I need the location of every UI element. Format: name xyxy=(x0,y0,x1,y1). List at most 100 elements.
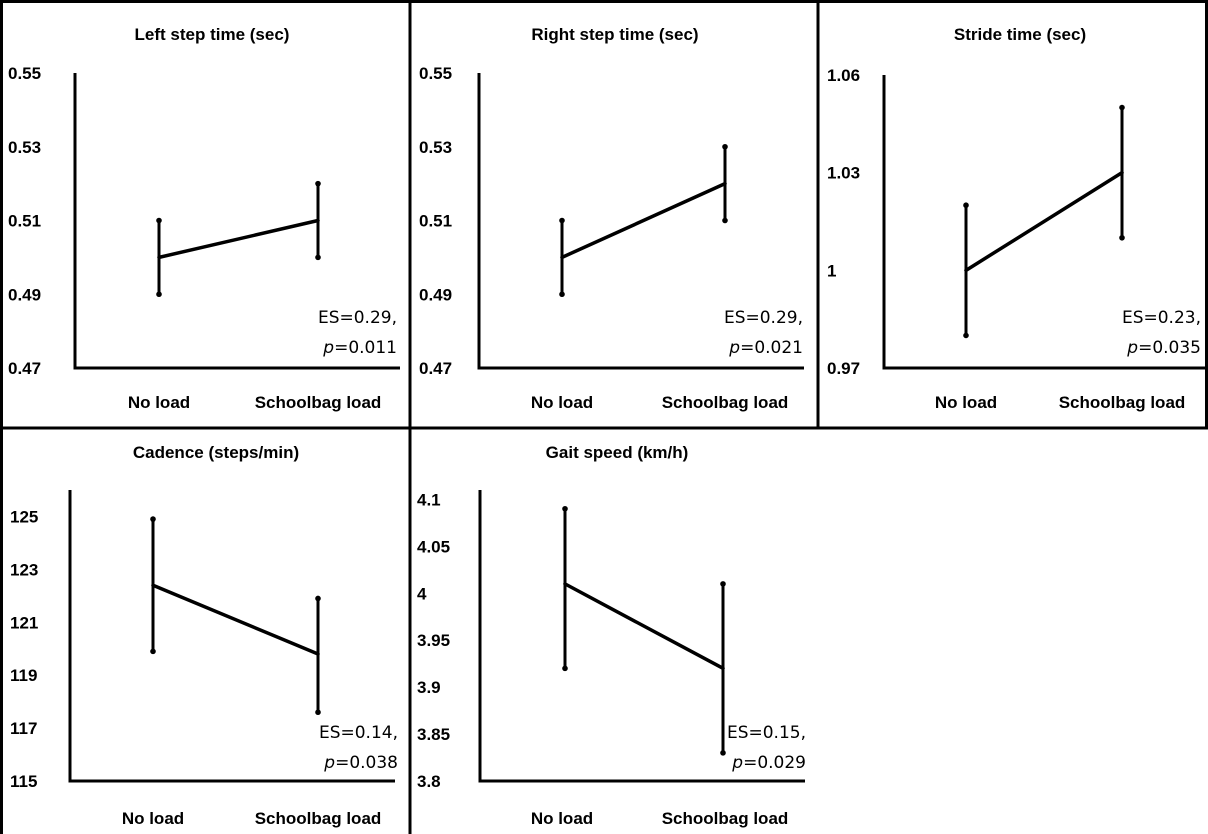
p-symbol: p xyxy=(1126,338,1138,358)
error-bar-cap-high xyxy=(315,180,321,187)
y-tick-label: 0.53 xyxy=(8,138,41,157)
y-tick-label: 0.51 xyxy=(8,212,41,231)
error-bar-cap-low xyxy=(315,254,321,261)
category-label-schoolbag-load: Schoolbag load xyxy=(255,809,382,828)
error-bar-cap-high xyxy=(1119,104,1125,111)
chart-title: Stride time (sec) xyxy=(954,25,1086,44)
error-bar-cap-low xyxy=(1119,234,1125,241)
y-tick-label: 4.05 xyxy=(417,537,450,556)
y-tick-label: 0.55 xyxy=(419,64,452,83)
y-tick-label: 3.9 xyxy=(417,678,441,697)
p-value-label: p=0.021 xyxy=(728,338,803,358)
y-tick-label: 4.1 xyxy=(417,490,441,509)
mean-line xyxy=(560,181,727,260)
y-axis-ticks: 0.47 0.49 0.51 0.53 0.55 xyxy=(8,64,41,378)
error-bar-cap-high xyxy=(722,143,728,150)
p-number: =0.035 xyxy=(1138,338,1201,358)
y-tick-label: 0.51 xyxy=(419,212,452,231)
category-label-schoolbag-load: Schoolbag load xyxy=(662,393,789,412)
error-bar-cap-high xyxy=(720,581,726,587)
axes xyxy=(477,73,804,370)
y-axis-ticks: 3.8 3.85 3.9 3.95 4 4.05 4.1 xyxy=(417,490,450,791)
chart-title: Left step time (sec) xyxy=(135,25,290,44)
chart-title: Cadence (steps/min) xyxy=(133,443,299,462)
mean-line xyxy=(151,583,320,656)
category-label-no-load: No load xyxy=(531,393,593,412)
data-marks xyxy=(559,143,728,298)
y-tick-label: 0.55 xyxy=(8,64,41,83)
y-tick-label: 1.06 xyxy=(827,66,860,85)
mean-line xyxy=(563,582,725,671)
error-bar-cap-low xyxy=(315,709,321,716)
axes xyxy=(478,490,805,783)
y-tick-label: 0.97 xyxy=(827,359,860,378)
data-marks xyxy=(562,505,726,756)
y-axis-ticks: 0.47 0.49 0.51 0.53 0.55 xyxy=(419,64,452,378)
chart-cadence: Cadence (steps/min) 115 117 119 121 123 125 N… xyxy=(10,443,398,828)
y-tick-label: 117 xyxy=(10,719,37,738)
y-tick-label: 123 xyxy=(10,560,38,579)
y-tick-label: 0.47 xyxy=(419,359,452,378)
chart-title: Gait speed (km/h) xyxy=(546,443,689,462)
error-bar-cap-high xyxy=(156,217,162,224)
error-bar-cap-high xyxy=(562,505,568,512)
effect-size-label: ES=0.15, xyxy=(727,723,806,743)
mean-line xyxy=(964,170,1124,273)
chart-right-step-time: Right step time (sec) 0.470.490.510.530.… xyxy=(419,25,804,412)
p-value-label: p=0.038 xyxy=(323,753,398,773)
category-label-no-load: No load xyxy=(935,393,997,412)
error-bar-cap-high xyxy=(963,202,969,209)
y-tick-label: 3.8 xyxy=(417,772,441,791)
category-label-schoolbag-load: Schoolbag load xyxy=(1059,393,1186,412)
chart-gait-speed: Gait speed (km/h) 3.8 3.85 3.9 3.95 4 4.05 4.1… xyxy=(417,443,806,828)
p-number: =0.029 xyxy=(743,753,806,773)
data-marks xyxy=(156,180,321,298)
p-value-label: p=0.029 xyxy=(731,753,806,773)
y-tick-label: 4 xyxy=(417,584,427,603)
error-bar-cap-high xyxy=(315,595,321,602)
p-symbol: p xyxy=(323,753,335,773)
y-axis-ticks: 0.97 1 1.03 1.06 xyxy=(827,66,860,378)
category-label-schoolbag-load: Schoolbag load xyxy=(255,393,382,412)
y-tick-label: 1.03 xyxy=(827,164,860,183)
error-bar-cap-low xyxy=(156,291,162,298)
axes xyxy=(68,490,395,783)
error-bar-cap-low xyxy=(720,750,726,756)
y-tick-label: 0.53 xyxy=(419,138,452,157)
error-bar-cap-low xyxy=(150,648,156,655)
error-bar-cap-low xyxy=(559,291,565,298)
y-axis-ticks: 115 117 119 121 123 125 xyxy=(10,507,38,791)
axes xyxy=(882,75,1208,370)
chart-left-step-time: Left step time (sec) 0.47 0.49 0.51 0.53 0.5… xyxy=(8,25,400,412)
error-bar-cap-high xyxy=(150,516,156,522)
y-tick-label: 3.85 xyxy=(417,725,450,744)
category-label-schoolbag-load: Schoolbag load xyxy=(662,809,789,828)
category-label-no-load: No load xyxy=(122,809,184,828)
effect-size-label: ES=0.29, xyxy=(724,308,803,328)
y-tick-label: 0.47 xyxy=(8,359,41,378)
y-tick-label: 0.49 xyxy=(419,285,452,304)
p-symbol: p xyxy=(728,338,740,358)
error-bar-cap-low xyxy=(562,665,568,672)
p-symbol: p xyxy=(322,338,334,358)
p-number: =0.038 xyxy=(335,753,398,773)
p-number: =0.011 xyxy=(334,338,397,358)
p-number: =0.021 xyxy=(740,338,803,358)
error-bar-cap-high xyxy=(559,217,565,224)
data-marks xyxy=(150,516,321,716)
y-tick-label: 115 xyxy=(10,772,37,791)
y-tick-label: 0.49 xyxy=(8,285,41,304)
mean-line xyxy=(157,218,320,260)
error-bar-cap-low xyxy=(963,332,969,339)
effect-size-label: ES=0.14, xyxy=(319,723,398,743)
error-bar-cap-low xyxy=(722,217,728,224)
effect-size-label: ES=0.29, xyxy=(318,308,397,328)
y-tick-label: 3.95 xyxy=(417,631,450,650)
category-label-no-load: No load xyxy=(531,809,593,828)
p-symbol: p xyxy=(731,753,743,773)
y-tick-label: 1 xyxy=(827,261,836,280)
chart-title: Right step time (sec) xyxy=(531,25,698,44)
